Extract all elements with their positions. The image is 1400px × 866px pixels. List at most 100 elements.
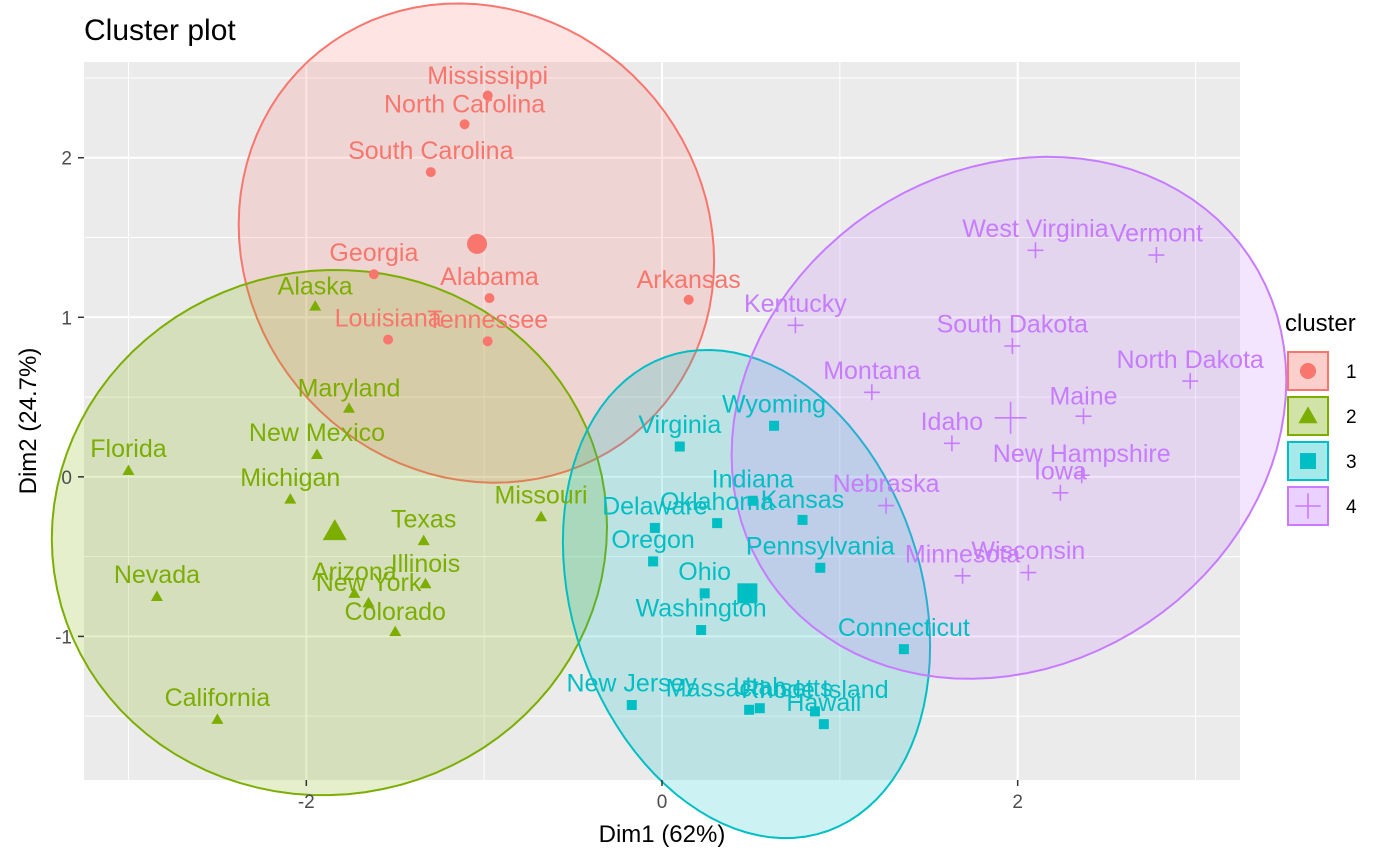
- point-wyoming: [769, 420, 780, 431]
- centroid-cluster-1: [467, 233, 488, 254]
- centroid-cluster-4: [994, 401, 1027, 434]
- point-maryland: [342, 402, 355, 413]
- point-ohio: [699, 588, 710, 599]
- label-massachusetts: Massachusetts: [666, 674, 833, 702]
- data-points: [122, 90, 1199, 730]
- y-axis-label: Dim2 (24.7%): [15, 348, 42, 495]
- label-texas: Texas: [391, 505, 456, 533]
- y-tick-label: 0: [61, 468, 72, 489]
- legend-marker-1: [1300, 363, 1316, 379]
- y-tick-label: -1: [55, 627, 72, 648]
- label-arizona: Arizona: [312, 558, 397, 586]
- label-kentucky: Kentucky: [744, 290, 847, 318]
- point-south-carolina: [425, 167, 436, 178]
- point-minnesota: [954, 567, 971, 584]
- label-nebraska: Nebraska: [833, 470, 940, 498]
- label-rhode-island: Rhode Island: [741, 676, 888, 704]
- point-new-jersey: [626, 700, 637, 711]
- label-missouri: Missouri: [495, 481, 588, 509]
- point-alabama: [484, 293, 495, 304]
- point-missouri: [535, 510, 548, 522]
- label-delaware: Delaware: [602, 493, 708, 521]
- point-nebraska: [878, 497, 895, 514]
- grid-major: [84, 62, 1240, 780]
- label-washington: Washington: [636, 595, 767, 623]
- label-new-jersey: New Jersey: [566, 670, 697, 698]
- label-california: California: [165, 684, 271, 712]
- legend-title: cluster: [1285, 310, 1356, 337]
- point-arizona: [348, 587, 361, 598]
- label-oregon: Oregon: [611, 526, 694, 554]
- point-oklahoma: [712, 518, 723, 529]
- point-virginia: [674, 441, 685, 452]
- point-indiana: [747, 495, 758, 506]
- legend: cluster 1 2 3 4: [1285, 310, 1357, 526]
- label-oklahoma: Oklahoma: [660, 488, 774, 516]
- label-south-dakota: South Dakota: [937, 311, 1089, 339]
- point-connecticut: [898, 644, 909, 655]
- y-tick-label: 1: [61, 308, 72, 329]
- label-florida: Florida: [90, 435, 167, 463]
- point-iowa: [1052, 484, 1069, 501]
- legend-marker-3: [1300, 453, 1316, 469]
- point-kansas: [797, 514, 808, 525]
- label-pennsylvania: Pennsylvania: [746, 532, 895, 560]
- point-hawaii: [818, 719, 829, 730]
- point-louisiana: [383, 334, 394, 345]
- label-iowa: Iowa: [1034, 457, 1087, 485]
- label-maryland: Maryland: [298, 374, 401, 402]
- point-washington: [696, 625, 707, 636]
- label-mississippi: Mississippi: [427, 62, 548, 90]
- x-tick-label: 0: [657, 792, 668, 813]
- point-delaware: [649, 522, 660, 533]
- point-nevada: [150, 590, 163, 602]
- legend-marker-2: [1298, 406, 1318, 424]
- label-virginia: Virginia: [638, 411, 721, 439]
- point-vermont: [1148, 247, 1165, 264]
- label-louisiana: Louisiana: [335, 304, 442, 332]
- label-ohio: Ohio: [678, 558, 731, 586]
- point-maine: [1075, 408, 1092, 425]
- legend-label-1: 1: [1346, 362, 1357, 383]
- point-arkansas: [683, 294, 694, 305]
- point-mississippi: [482, 90, 493, 101]
- point-oregon: [648, 556, 659, 567]
- x-tick-label: -2: [298, 792, 315, 813]
- point-florida: [122, 464, 135, 475]
- y-tick-label: 2: [61, 149, 72, 170]
- label-north-carolina: North Carolina: [384, 90, 545, 118]
- point-michigan: [284, 493, 297, 504]
- label-illinois: Illinois: [391, 550, 460, 578]
- legend-label-4: 4: [1346, 497, 1357, 518]
- label-arkansas: Arkansas: [637, 266, 741, 294]
- label-west-virginia: West Virginia: [962, 215, 1108, 243]
- point-california: [211, 713, 224, 724]
- label-kansas: Kansas: [761, 486, 844, 514]
- point-colorado: [389, 625, 402, 637]
- point-wisconsin: [1020, 564, 1037, 581]
- point-new-mexico: [310, 448, 323, 460]
- label-minnesota: Minnesota: [905, 540, 1020, 568]
- label-south-carolina: South Carolina: [348, 137, 513, 165]
- point-west-virginia: [1027, 242, 1044, 259]
- point-alaska: [309, 300, 322, 311]
- label-indiana: Indiana: [712, 465, 794, 493]
- label-wyoming: Wyoming: [722, 390, 826, 418]
- label-michigan: Michigan: [240, 464, 340, 492]
- label-wisconsin: Wisconsin: [971, 537, 1085, 565]
- point-rhode-island: [809, 706, 820, 717]
- point-idaho: [943, 435, 960, 452]
- legend-marker-4: [1295, 493, 1321, 519]
- point-utah: [754, 703, 765, 714]
- centroid-cluster-2: [322, 519, 347, 541]
- cluster-centroids: [322, 233, 1027, 604]
- y-axis-ticks: -1 0 1 2: [55, 149, 84, 648]
- legend-label-3: 3: [1346, 452, 1357, 473]
- centroid-cluster-3: [737, 583, 758, 604]
- point-montana: [863, 384, 880, 401]
- point-georgia: [368, 269, 379, 280]
- label-new-hampshire: New Hampshire: [993, 440, 1171, 468]
- label-connecticut: Connecticut: [838, 614, 970, 642]
